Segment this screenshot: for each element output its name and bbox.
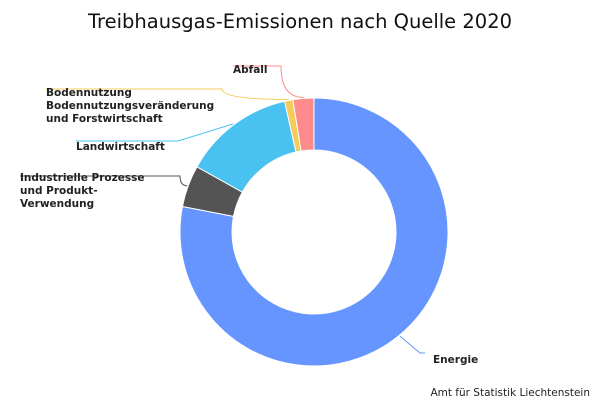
chart-title: Treibhausgas-Emissionen nach Quelle 2020 [87, 10, 512, 33]
connector-1 [399, 335, 425, 354]
slice-label-line: Bodennutzungsveränderung [46, 100, 214, 112]
slice-label-1: Energie [433, 354, 478, 366]
slice-label-line: und Produkt- [20, 185, 98, 197]
slice-label-line: Landwirtschaft [76, 141, 165, 153]
slice-label-2: Industrielle Prozesse und Produkt-Verwend… [20, 172, 144, 210]
connector-2 [20, 175, 188, 187]
donut-slices [179, 97, 449, 367]
connector-5 [233, 65, 304, 98]
slice-1[interactable] [179, 97, 449, 367]
slice-label-4: Bodennutzung Bodennutzungsveränderung und … [46, 87, 214, 125]
label-connectors [20, 65, 425, 354]
slice-label-3: Landwirtschaft [76, 141, 165, 153]
slice-label-line: Energie [433, 354, 478, 366]
slice-label-line: Verwendung [20, 198, 94, 210]
slice-label-5: Abfall [233, 64, 268, 76]
connector-4 [46, 88, 289, 100]
chart-credit: Amt für Statistik Liechtenstein [430, 387, 590, 399]
slice-label-line: Bodennutzung [46, 87, 132, 99]
slice-5[interactable] [292, 97, 315, 152]
connector-3 [76, 123, 234, 142]
slice-labels: Energie Industrielle Prozesse und Produkt-… [20, 64, 478, 366]
slice-label-line: Industrielle Prozesse [20, 172, 144, 184]
slice-label-line: Abfall [233, 64, 268, 76]
slice-label-line: und Forstwirtschaft [46, 113, 163, 125]
